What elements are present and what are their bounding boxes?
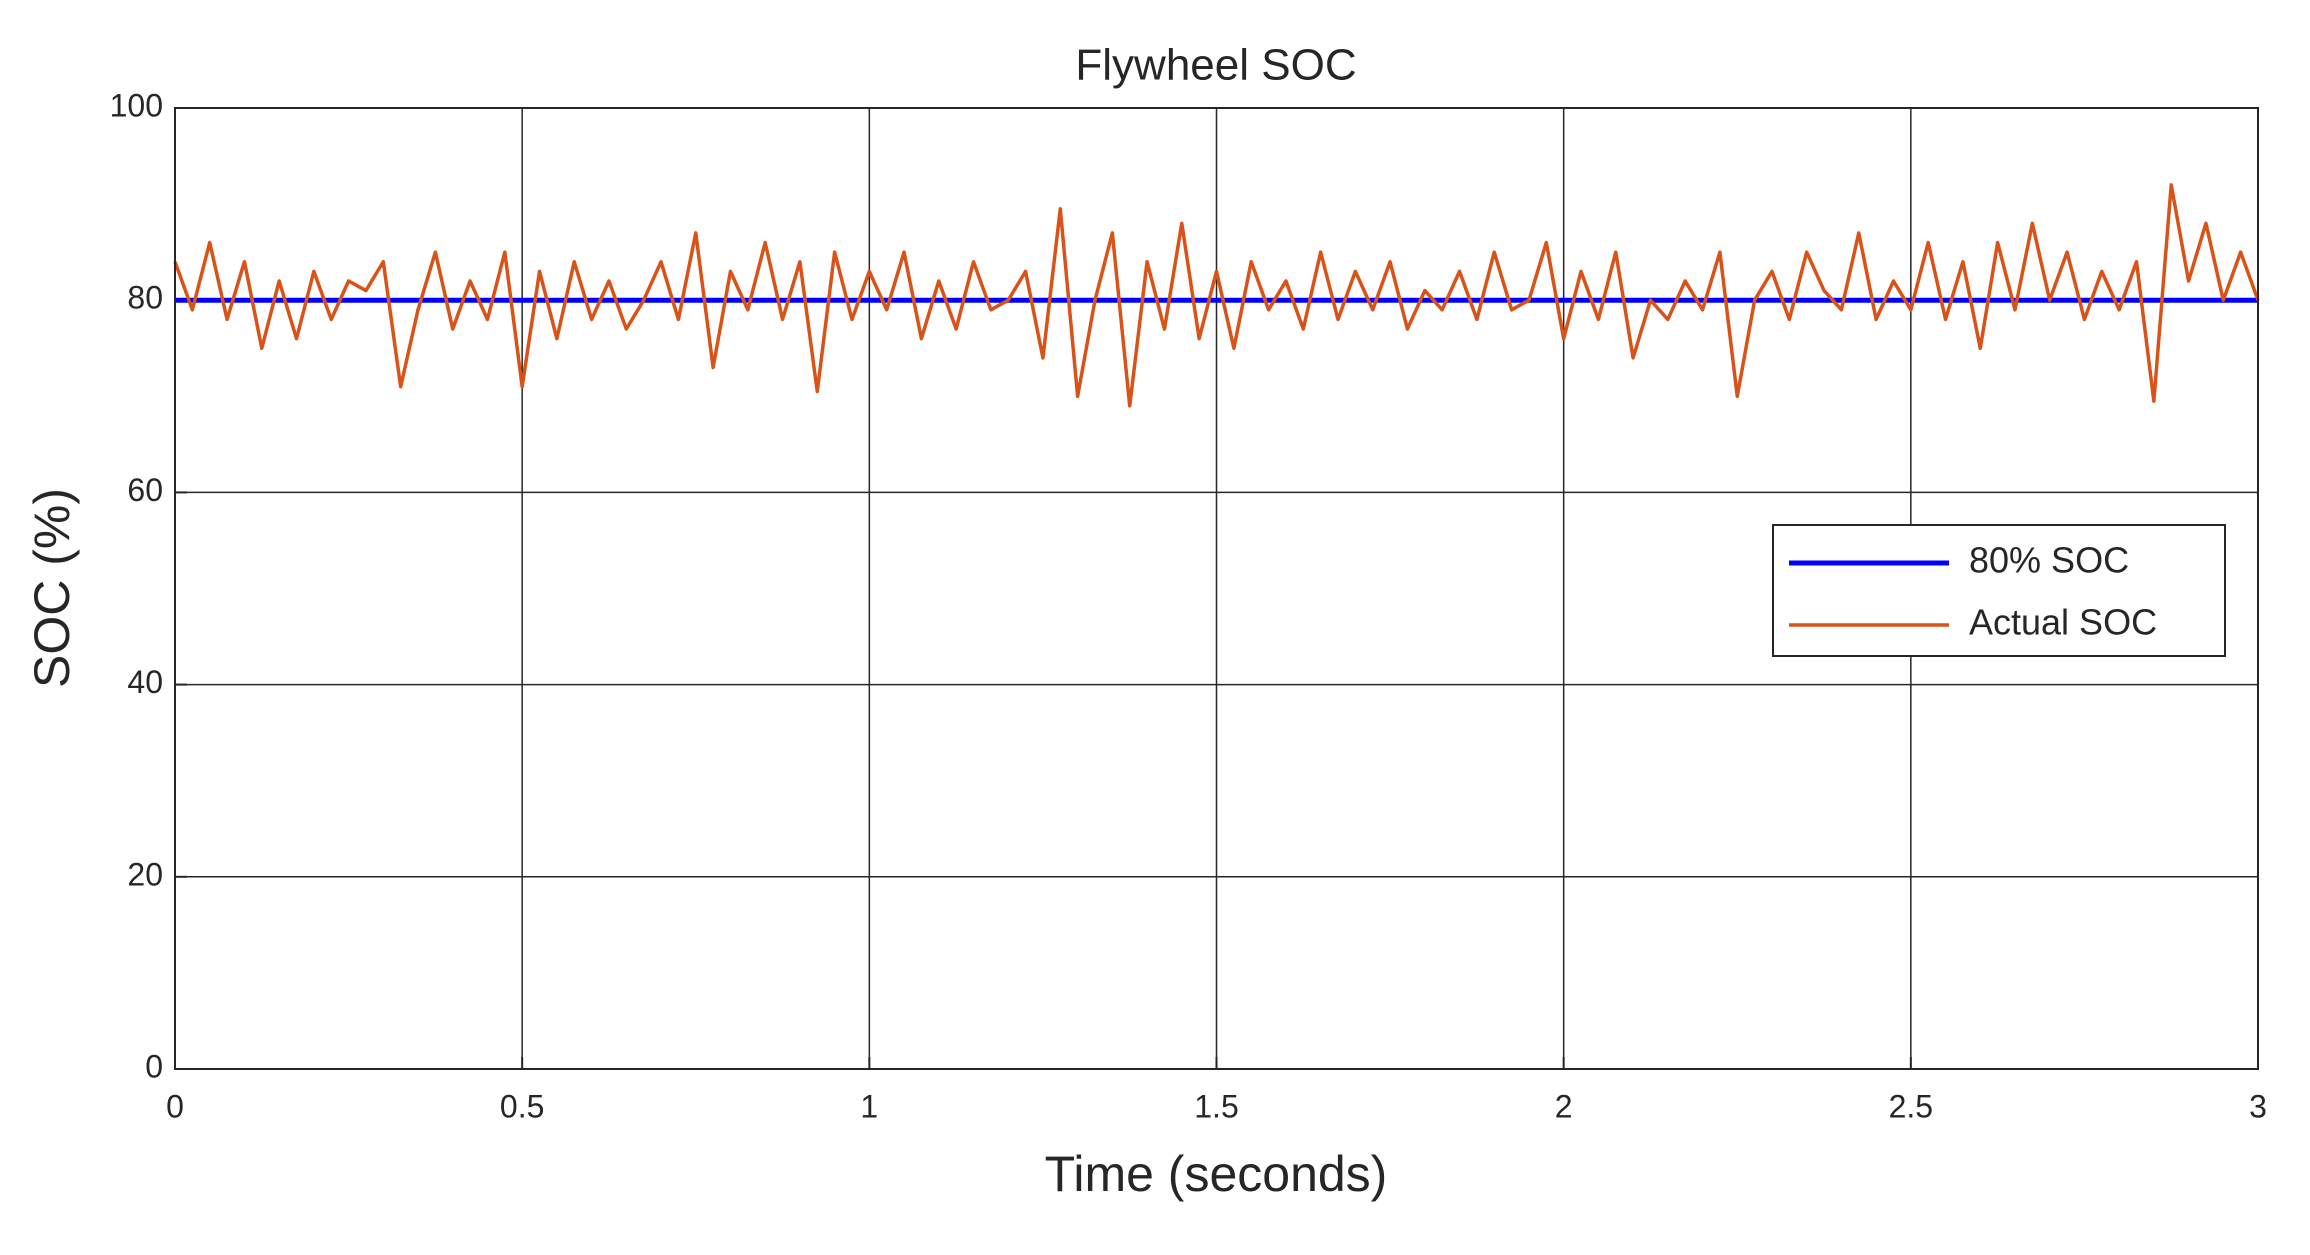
legend-label: 80% SOC <box>1969 540 2129 581</box>
x-axis-label: Time (seconds) <box>1045 1146 1388 1202</box>
y-tick-label: 80 <box>127 280 163 316</box>
legend-box <box>1772 524 2226 657</box>
y-tick-label: 40 <box>127 664 163 700</box>
plot-frame <box>174 107 2259 1070</box>
x-tick-label: 0 <box>166 1088 184 1124</box>
x-tick-label: 2 <box>1555 1088 1573 1124</box>
series-line <box>173 183 2260 408</box>
x-tick-label: 3 <box>2249 1088 2267 1124</box>
legend-label: Actual SOC <box>1969 602 2157 643</box>
legend: 80% SOC Actual SOC <box>1772 524 2226 657</box>
y-tick-label: 100 <box>110 87 163 123</box>
y-tick-label: 60 <box>127 472 163 508</box>
chart-title: Flywheel SOC <box>1075 41 1356 90</box>
x-tick-label: 2.5 <box>1889 1088 1933 1124</box>
y-tick-label: 20 <box>127 856 163 892</box>
y-axis-label: SOC (%) <box>24 488 80 688</box>
x-tick-label: 0.5 <box>500 1088 544 1124</box>
series-layer <box>173 183 2260 408</box>
y-tick-label: 0 <box>145 1048 163 1084</box>
x-tick-label: 1.5 <box>1194 1088 1238 1124</box>
x-tick-label: 1 <box>860 1088 878 1124</box>
